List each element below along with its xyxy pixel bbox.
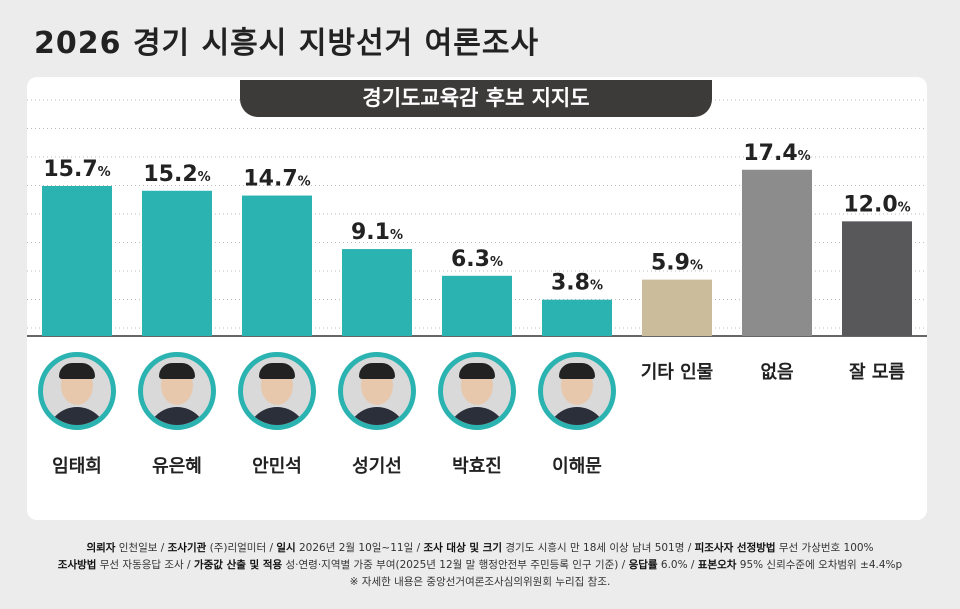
candidate-photo <box>38 352 116 430</box>
data-label: 3.8% <box>551 271 603 296</box>
bar <box>542 299 612 336</box>
footnote-value: 인천일보 / <box>115 542 168 554</box>
footnote-value: 무선 가상번호 100% <box>775 542 874 554</box>
footnote-key: 응답률 <box>628 559 658 571</box>
data-label: 17.4% <box>743 141 810 166</box>
footnote-key: 표본오차 <box>697 559 737 571</box>
category-label: 성기선 <box>352 456 402 477</box>
survey-footnote: 의뢰자 인천일보 / 조사기관 (주)리얼미터 / 일시 2026년 2월 10… <box>0 540 960 591</box>
bar <box>842 221 912 336</box>
footnote-value: 2026년 2월 10일~11일 / <box>295 542 424 554</box>
footnote-line-3: ※ 자세한 내용은 중앙선거여론조사심의위원회 누리집 참조. <box>349 576 611 588</box>
candidate-photo <box>138 352 216 430</box>
footnote-key: 피조사자 선정방법 <box>694 542 776 554</box>
footnote-key: 가중값 산출 및 적용 <box>193 559 283 571</box>
data-label: 5.9% <box>651 251 703 276</box>
footnote-key: 조사기관 <box>167 542 207 554</box>
candidate-photo <box>538 352 616 430</box>
bar <box>42 186 112 336</box>
category-label: 안민석 <box>252 456 302 477</box>
bar <box>342 249 412 336</box>
data-label: 15.7% <box>43 157 110 182</box>
data-label: 6.3% <box>451 247 503 272</box>
category-label: 박효진 <box>452 456 502 477</box>
footnote-key: 의뢰자 <box>86 542 116 554</box>
footnote-value: 6.0% / <box>657 559 698 571</box>
footnote-key: 조사방법 <box>57 559 97 571</box>
footnote-value: 성·연령·지역별 가중 부여(2025년 12월 말 행정안전부 주민등록 인구… <box>282 559 629 571</box>
candidate-photo <box>338 352 416 430</box>
category-label: 유은혜 <box>152 456 202 477</box>
bar <box>242 195 312 336</box>
footnote-value: 경기도 시흥시 만 18세 이상 남녀 501명 / <box>502 542 695 554</box>
category-label: 없음 <box>760 362 794 383</box>
bar <box>742 169 812 336</box>
footnote-line1: 의뢰자 인천일보 / 조사기관 (주)리얼미터 / 일시 2026년 2월 10… <box>0 540 960 557</box>
category-label: 기타 인물 <box>640 362 714 383</box>
candidate-photo <box>438 352 516 430</box>
page-title: 2026 경기 시흥시 지방선거 여론조사 <box>34 26 540 61</box>
bar <box>142 190 212 336</box>
bar <box>642 279 712 336</box>
footnote-key: 일시 <box>276 542 296 554</box>
category-label: 임태희 <box>52 456 102 477</box>
footnote-key: 조사 대상 및 크기 <box>423 542 503 554</box>
data-label: 14.7% <box>243 167 310 192</box>
footnote-value: 무선 자동응답 조사 / <box>96 559 194 571</box>
bar <box>442 275 512 336</box>
data-label: 15.2% <box>143 162 210 187</box>
footnote-value: 95% 신뢰수준에 오차범위 ±4.4%p <box>736 559 903 571</box>
data-label: 9.1% <box>351 220 403 245</box>
data-label: 12.0% <box>843 192 910 217</box>
chart-subtitle: 경기도교육감 후보 지지도 <box>240 80 712 117</box>
candidate-photo <box>238 352 316 430</box>
category-label: 잘 모름 <box>849 362 905 383</box>
footnote-value: (주)리얼미터 / <box>206 542 277 554</box>
footnote-line2: 조사방법 무선 자동응답 조사 / 가중값 산출 및 적용 성·연령·지역별 가… <box>0 557 960 574</box>
category-label: 이해문 <box>552 456 602 477</box>
